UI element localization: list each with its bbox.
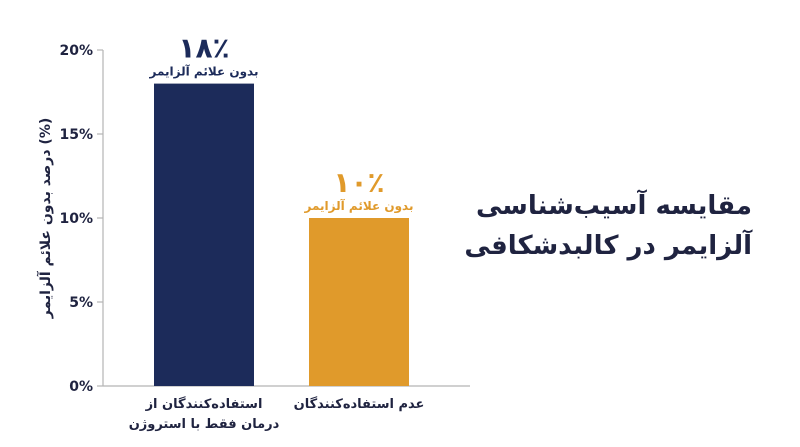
- y-tick-label: 10%: [59, 211, 93, 227]
- y-tick-label: 5%: [69, 295, 93, 311]
- bar-sublabel: بدون علائم آلزایمر: [149, 64, 259, 80]
- y-tick-label: 20%: [59, 43, 93, 59]
- x-category-label: درمان فقط با استروژن: [129, 417, 280, 432]
- chart-title: مقایسه آسیب‌شناسی آلزایمر در کالبدشکافی: [452, 186, 752, 266]
- bar-value-label: ۱۸٪: [178, 32, 229, 65]
- x-category-label: استفاده‌کنندگان از: [145, 396, 263, 412]
- title-line-1: مقایسه آسیب‌شناسی: [475, 191, 752, 221]
- bar-value-label: ۱۰٪: [333, 166, 384, 199]
- bar: [154, 83, 254, 386]
- y-axis-title: درصد بدون علائم آلزایمر (%): [36, 118, 54, 320]
- title-line-2: آلزایمر در کالبدشکافی: [464, 231, 752, 261]
- bar: [309, 218, 409, 386]
- bar-sublabel: بدون علائم آلزایمر: [304, 198, 414, 214]
- y-tick-label: 15%: [59, 127, 93, 143]
- x-category-label: عدم استفاده‌کنندگان: [294, 396, 425, 412]
- y-tick-label: 0%: [69, 379, 93, 395]
